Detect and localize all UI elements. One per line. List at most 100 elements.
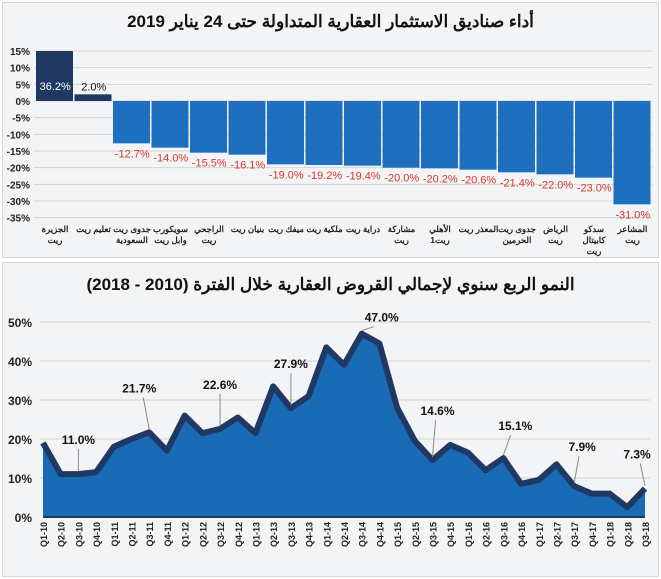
- x-tick-label: Q2-10: [57, 522, 67, 547]
- data-label: -19.2%: [307, 170, 342, 182]
- bar: [151, 101, 189, 148]
- bar: [74, 94, 112, 101]
- x-tick-label: Q1-12: [181, 522, 191, 547]
- x-tick-label: Q1-11: [110, 522, 120, 547]
- y-tick-label: -25%: [7, 180, 30, 191]
- y-tick-label: 50%: [8, 316, 32, 330]
- x-category-label: المشاعر ريت: [617, 224, 648, 245]
- x-category-label: الرياض ريت: [543, 224, 568, 245]
- x-tick-label: Q2-17: [552, 522, 562, 547]
- x-tick-label: Q3-18: [641, 522, 651, 547]
- y-tick-label: -15%: [7, 147, 30, 158]
- data-label: -20.6%: [461, 175, 496, 187]
- annotation-leader: [639, 463, 646, 486]
- data-label: 36.2%: [40, 81, 71, 93]
- x-tick-label: Q4-15: [446, 522, 456, 547]
- annotation-label: 21.7%: [122, 381, 156, 395]
- x-tick-label: Q2-14: [340, 522, 350, 547]
- bar: [305, 101, 343, 165]
- annotation-label: 7.3%: [623, 448, 651, 462]
- x-tick-label: Q4-13: [305, 522, 315, 547]
- x-tick-label: Q2-12: [198, 522, 208, 547]
- x-category-label: ملكية ريت: [306, 224, 343, 234]
- y-tick-label: 10%: [8, 472, 32, 486]
- bar: [228, 101, 266, 155]
- annotation-label: 27.9%: [274, 357, 308, 371]
- data-label: -14.0%: [153, 153, 188, 165]
- data-label: -23.0%: [577, 183, 612, 195]
- bar: [421, 101, 458, 169]
- x-tick-label: Q4-12: [234, 522, 244, 547]
- y-tick-label: 5%: [16, 80, 31, 91]
- x-tick-label: Q3-15: [429, 522, 439, 547]
- x-category-label: تعليم ريت: [76, 224, 111, 234]
- annotation-label: 22.6%: [203, 378, 237, 392]
- y-tick-label: -35%: [7, 214, 30, 225]
- x-tick-label: Q1-14: [322, 522, 332, 547]
- bar: [459, 101, 497, 170]
- y-tick-label: 20%: [8, 433, 32, 447]
- x-category-label: المعذر ريت: [458, 224, 499, 234]
- x-tick-label: Q1-10: [39, 522, 49, 547]
- x-tick-label: Q3-13: [287, 522, 297, 547]
- x-tick-label: Q4-11: [163, 522, 173, 547]
- x-tick-label: Q4-14: [375, 522, 385, 547]
- y-tick-label: 10%: [10, 64, 30, 75]
- y-tick-label: 40%: [8, 355, 32, 369]
- x-category-label: جدوى ريت الحرمين: [498, 224, 536, 245]
- data-label: -16.1%: [230, 160, 265, 172]
- data-label: 2.0%: [81, 81, 106, 93]
- bar: [190, 101, 227, 153]
- x-tick-label: Q2-11: [128, 522, 138, 547]
- x-tick-label: Q3-12: [216, 522, 226, 547]
- x-category-label: جدوى ريت السعودية: [113, 224, 151, 245]
- y-tick-label: -30%: [7, 197, 30, 208]
- annotation-label: 7.9%: [568, 440, 596, 454]
- data-label: -21.4%: [500, 177, 535, 189]
- y-tick-label: -20%: [7, 164, 30, 175]
- annotation-leader: [573, 456, 580, 484]
- annotation-label: 15.1%: [498, 419, 532, 433]
- x-tick-label: Q1-16: [464, 522, 474, 547]
- area-line: [40, 330, 648, 511]
- bar: [498, 101, 535, 173]
- data-label: -31.0%: [615, 209, 650, 221]
- x-category-label: بنيان ريت: [230, 224, 265, 234]
- y-tick-label: -10%: [7, 130, 30, 141]
- y-tick-label: 30%: [8, 394, 32, 408]
- x-category-label: ميفك ريت: [268, 224, 304, 234]
- x-tick-label: Q4-17: [588, 522, 598, 547]
- x-tick-label: Q2-15: [411, 522, 421, 547]
- bar: [36, 51, 73, 101]
- bar: [267, 101, 304, 165]
- x-category-label: الجزيرة ريت: [41, 224, 69, 245]
- y-tick-label: 0%: [15, 511, 33, 525]
- annotation-label: 11.0%: [62, 433, 96, 447]
- x-tick-label: Q4-10: [92, 522, 102, 547]
- annotation-leader: [142, 397, 150, 430]
- x-category-label: الأهلي ريت1: [429, 224, 451, 245]
- data-label: -22.0%: [538, 179, 573, 191]
- bar: [536, 101, 574, 175]
- data-label: -15.5%: [192, 158, 227, 170]
- area-chart-title: النمو الربع سنوي لإجمالي القروض العقارية…: [86, 275, 575, 294]
- x-tick-label: Q2-18: [623, 522, 633, 547]
- annotation-leader: [502, 434, 512, 456]
- x-category-label: سدكو كابيتال ريت: [582, 224, 606, 256]
- bar: [113, 101, 150, 144]
- y-tick-label: -5%: [12, 114, 30, 125]
- bar: [575, 101, 612, 178]
- bar: [382, 101, 420, 168]
- data-label: -20.0%: [384, 173, 419, 185]
- y-tick-label: 0%: [16, 97, 31, 108]
- annotation-label: 14.6%: [421, 404, 455, 418]
- area-fill: [43, 333, 645, 517]
- x-tick-label: Q3-17: [570, 522, 580, 547]
- data-label: -19.4%: [346, 171, 381, 183]
- x-tick-label: Q3-14: [358, 522, 368, 547]
- bar-chart-title: أداء صناديق الاستثمار العقارية المتداولة…: [127, 12, 534, 31]
- x-tick-label: Q2-13: [269, 522, 279, 547]
- bar: [613, 101, 651, 205]
- x-category-label: الراجحي ريت: [194, 224, 224, 245]
